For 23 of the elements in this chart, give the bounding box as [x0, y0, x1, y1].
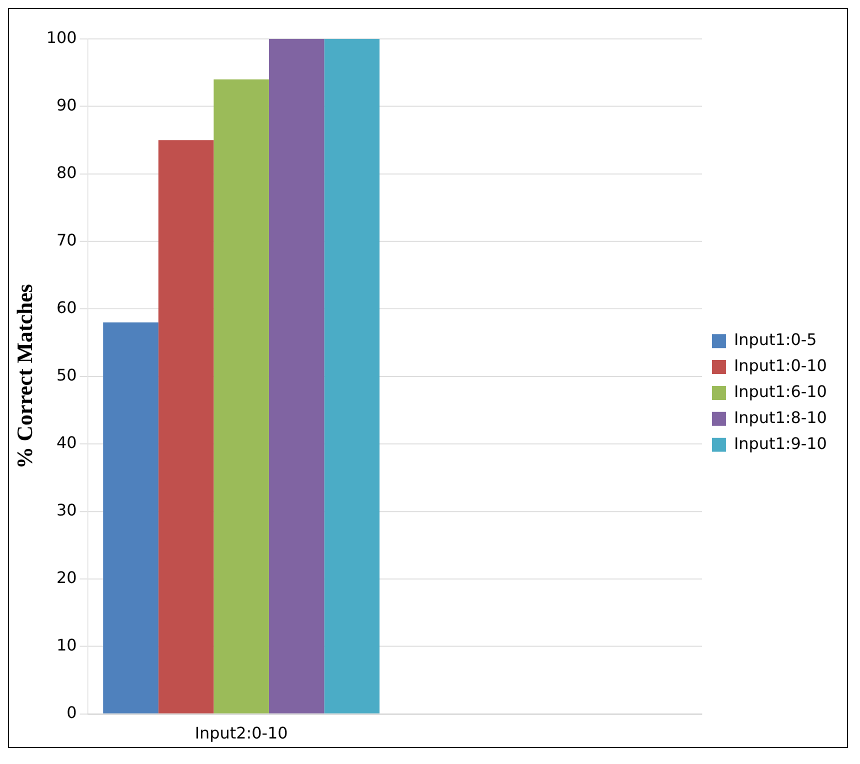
- bar: [103, 322, 158, 714]
- y-tick-label: 70: [56, 230, 77, 250]
- y-tick-label: 30: [56, 500, 77, 520]
- bar: [268, 38, 324, 714]
- y-axis-title: % Correct Matches: [12, 284, 37, 469]
- legend-label: Input1:0-5: [734, 330, 817, 350]
- legend-label: Input1:8-10: [734, 408, 827, 428]
- y-tick-label: 90: [56, 96, 77, 115]
- y-tick-label: 10: [56, 636, 77, 655]
- y-tick-label: 100: [46, 28, 77, 48]
- y-tick-label: 0: [66, 703, 77, 722]
- legend-label: Input1:6-10: [734, 382, 827, 402]
- x-tick-label: Input2:0-10: [194, 724, 288, 743]
- y-tick-label: 40: [56, 433, 77, 452]
- legend-label: Input1:0-10: [734, 356, 827, 376]
- bar: [158, 140, 214, 714]
- y-tick-label: 50: [56, 366, 77, 385]
- bar: [214, 79, 269, 714]
- y-tick-label: 80: [56, 163, 77, 182]
- y-tick-label: 20: [56, 568, 77, 588]
- legend-label: Input1:9-10: [734, 434, 827, 453]
- bar: [324, 38, 380, 714]
- y-tick-label: 60: [56, 298, 77, 318]
